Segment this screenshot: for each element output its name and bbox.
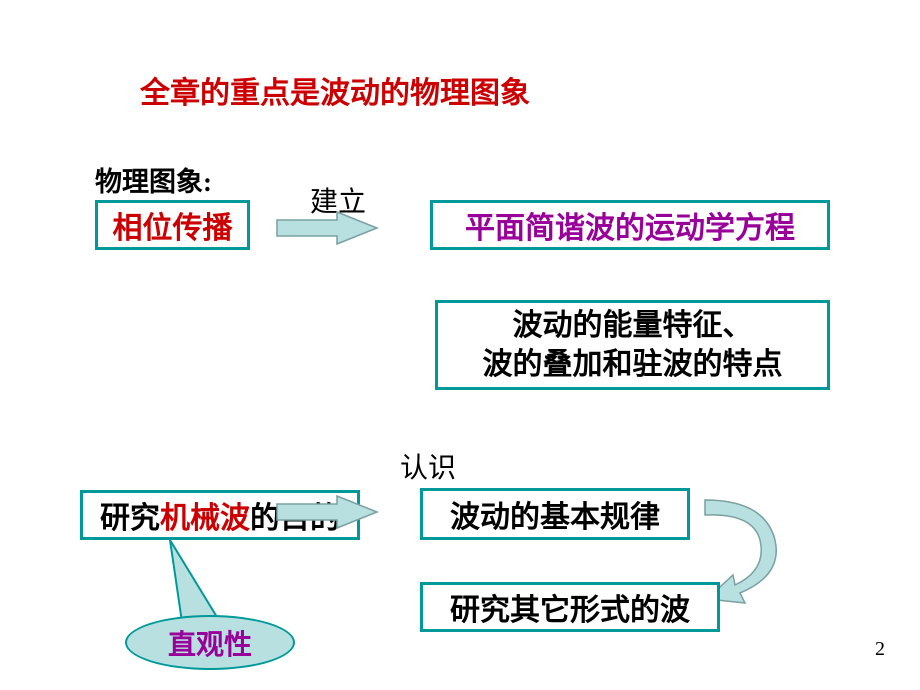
page-title: 全章的重点是波动的物理图象 (140, 68, 530, 112)
callout-intuitive: 直观性 (125, 615, 295, 670)
box-wave-energy-line1: 波动的能量特征、 (513, 309, 753, 342)
arrow-establish (275, 210, 380, 246)
box-wave-energy: 波动的能量特征、 波的叠加和驻波的特点 (435, 300, 830, 390)
box-wave-energy-line2: 波的叠加和驻波的特点 (483, 348, 783, 381)
page-number: 2 (875, 638, 885, 661)
box-study-purpose-mid: 机械波 (160, 502, 250, 535)
box-phase-propagation: 相位传播 (95, 200, 250, 250)
label-recognize: 认识 (400, 446, 456, 486)
box-plane-harmonic-wave: 平面简谐波的运动学方程 (430, 200, 830, 250)
box-other-wave-forms: 研究其它形式的波 (420, 582, 720, 632)
box-study-purpose-prefix: 研究 (100, 502, 160, 535)
label-physical-image: 物理图象: (95, 160, 212, 199)
arrow-recognize (275, 494, 380, 530)
box-basic-law: 波动的基本规律 (420, 488, 690, 540)
